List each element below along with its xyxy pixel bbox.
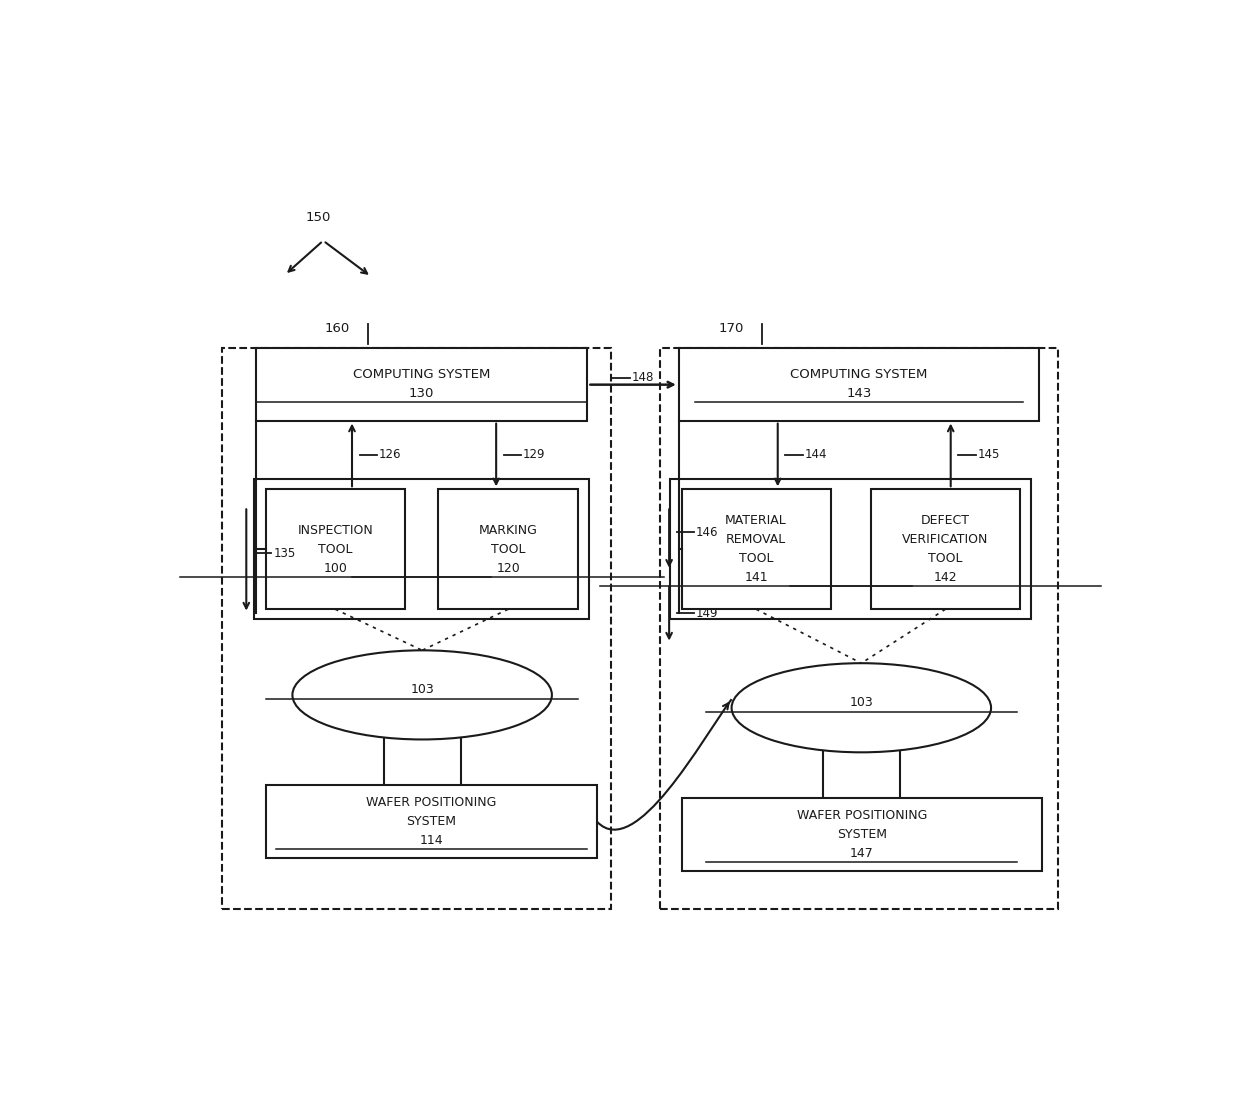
Text: TOOL: TOOL: [739, 552, 774, 565]
Text: 143: 143: [846, 387, 872, 401]
Text: COMPUTING SYSTEM: COMPUTING SYSTEM: [790, 368, 928, 382]
Text: MATERIAL: MATERIAL: [725, 514, 787, 528]
Text: REMOVAL: REMOVAL: [725, 533, 786, 546]
Text: MARKING: MARKING: [479, 524, 538, 536]
Text: 100: 100: [324, 562, 347, 574]
Text: 146: 146: [696, 525, 718, 539]
Text: 142: 142: [934, 571, 957, 584]
Ellipse shape: [293, 650, 552, 739]
FancyBboxPatch shape: [265, 490, 404, 609]
Text: 147: 147: [849, 847, 874, 859]
Text: SYSTEM: SYSTEM: [837, 828, 887, 840]
FancyBboxPatch shape: [670, 479, 1032, 620]
Text: INSPECTION: INSPECTION: [298, 524, 373, 536]
Text: 170: 170: [719, 322, 744, 335]
Text: WAFER POSITIONING: WAFER POSITIONING: [796, 809, 928, 821]
Text: 148: 148: [631, 372, 653, 384]
FancyBboxPatch shape: [682, 490, 831, 609]
Text: SYSTEM: SYSTEM: [407, 815, 456, 828]
FancyBboxPatch shape: [682, 798, 1042, 870]
FancyBboxPatch shape: [439, 490, 578, 609]
Text: TOOL: TOOL: [317, 543, 352, 555]
Text: 144: 144: [805, 449, 827, 462]
Text: 129: 129: [523, 449, 546, 462]
FancyBboxPatch shape: [265, 785, 596, 858]
Text: WAFER POSITIONING: WAFER POSITIONING: [366, 796, 496, 809]
Text: 160: 160: [325, 322, 350, 335]
Text: 141: 141: [744, 571, 768, 584]
Text: 149: 149: [696, 607, 718, 620]
Text: 150: 150: [306, 210, 331, 224]
Text: 135: 135: [273, 546, 295, 560]
FancyBboxPatch shape: [255, 347, 588, 421]
Text: DEFECT: DEFECT: [921, 514, 970, 528]
Text: 126: 126: [379, 449, 402, 462]
Text: TOOL: TOOL: [929, 552, 962, 565]
FancyBboxPatch shape: [254, 479, 589, 620]
Text: COMPUTING SYSTEM: COMPUTING SYSTEM: [353, 368, 490, 382]
FancyBboxPatch shape: [870, 490, 1019, 609]
Text: 103: 103: [410, 683, 434, 697]
Text: TOOL: TOOL: [491, 543, 526, 555]
Text: 103: 103: [849, 696, 873, 709]
Text: 145: 145: [977, 449, 999, 462]
Ellipse shape: [732, 663, 991, 752]
Text: 130: 130: [409, 387, 434, 401]
Text: VERIFICATION: VERIFICATION: [903, 533, 988, 546]
Text: 114: 114: [419, 834, 443, 847]
Text: 120: 120: [496, 562, 520, 574]
FancyBboxPatch shape: [678, 347, 1039, 421]
